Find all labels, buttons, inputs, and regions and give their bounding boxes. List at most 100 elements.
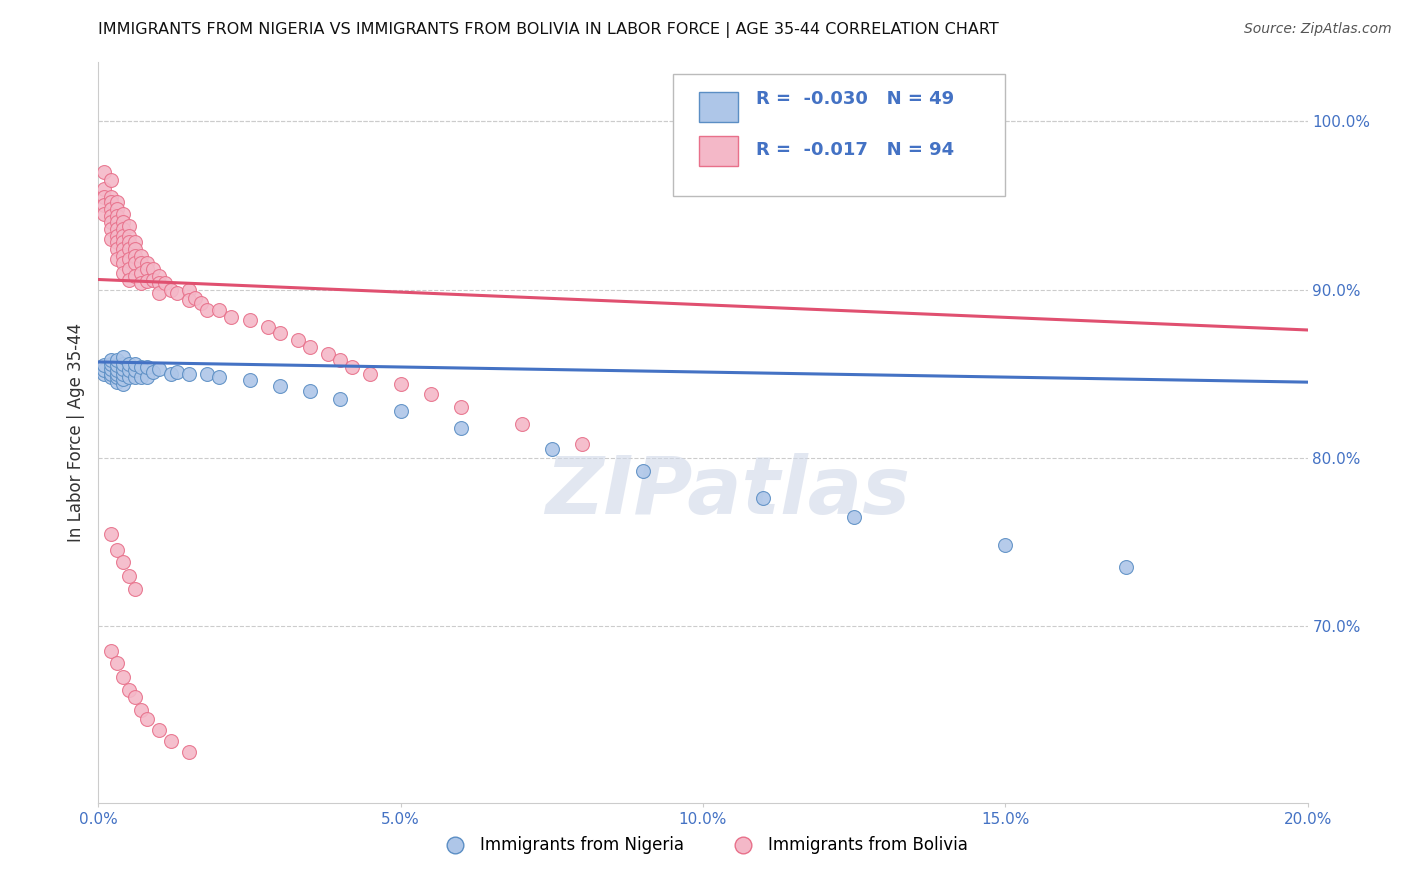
Point: [135, 262, 157, 277]
Point: [93, 165, 115, 179]
Point: [100, 353, 122, 368]
Point: [631, 464, 654, 478]
Point: [221, 310, 243, 324]
Point: [239, 313, 262, 327]
Point: [256, 319, 278, 334]
Point: [100, 357, 122, 371]
Point: [148, 361, 170, 376]
Point: [100, 526, 122, 541]
Point: [93, 190, 115, 204]
Text: Source: ZipAtlas.com: Source: ZipAtlas.com: [1244, 22, 1392, 37]
Point: [100, 370, 122, 384]
Point: [269, 378, 291, 392]
Text: R =  -0.030   N = 49: R = -0.030 N = 49: [756, 90, 955, 109]
Point: [124, 235, 146, 250]
Point: [100, 644, 122, 658]
Point: [118, 272, 141, 286]
Point: [100, 361, 122, 376]
Point: [118, 262, 141, 277]
Point: [111, 255, 134, 269]
Point: [450, 420, 472, 434]
Point: [111, 266, 134, 280]
Point: [129, 370, 152, 384]
Point: [111, 357, 134, 371]
Point: [329, 353, 352, 368]
Point: [844, 509, 866, 524]
Point: [93, 363, 115, 377]
Point: [105, 242, 128, 256]
Point: [179, 293, 201, 307]
Point: [118, 252, 141, 267]
Point: [93, 198, 115, 212]
Point: [142, 262, 165, 277]
Point: [142, 272, 165, 286]
Point: [111, 215, 134, 229]
Point: [129, 276, 152, 290]
Point: [105, 222, 128, 236]
Point: [111, 242, 134, 256]
Point: [105, 252, 128, 267]
Point: [100, 367, 122, 381]
Point: [135, 712, 157, 726]
Point: [105, 353, 128, 368]
FancyBboxPatch shape: [699, 136, 738, 166]
Point: [1115, 560, 1137, 574]
Point: [111, 249, 134, 263]
Point: [100, 232, 122, 246]
Point: [100, 190, 122, 204]
Point: [111, 361, 134, 376]
Point: [105, 370, 128, 384]
Point: [135, 274, 157, 288]
Point: [142, 365, 165, 379]
Point: [360, 367, 382, 381]
Point: [166, 285, 188, 300]
Point: [105, 215, 128, 229]
Point: [111, 376, 134, 391]
Point: [118, 242, 141, 256]
Point: [111, 367, 134, 381]
Point: [316, 346, 339, 360]
Point: [93, 367, 115, 381]
Point: [118, 228, 141, 243]
Point: [148, 269, 170, 284]
Point: [105, 656, 128, 670]
Point: [124, 363, 146, 377]
Point: [105, 202, 128, 216]
Point: [752, 491, 775, 506]
Point: [420, 387, 443, 401]
Point: [100, 209, 122, 223]
Point: [179, 283, 201, 297]
Point: [124, 370, 146, 384]
Point: [124, 255, 146, 269]
Point: [179, 367, 201, 381]
Point: [195, 367, 218, 381]
Point: [118, 370, 141, 384]
Point: [124, 357, 146, 371]
Legend: Immigrants from Nigeria, Immigrants from Bolivia: Immigrants from Nigeria, Immigrants from…: [432, 830, 974, 861]
Point: [124, 690, 146, 704]
Point: [190, 296, 212, 310]
Point: [93, 359, 115, 373]
Point: [153, 276, 176, 290]
Point: [208, 302, 231, 317]
Point: [389, 403, 412, 417]
Point: [195, 302, 218, 317]
Point: [148, 723, 170, 738]
Point: [540, 442, 562, 457]
Point: [111, 207, 134, 221]
Point: [111, 228, 134, 243]
FancyBboxPatch shape: [672, 73, 1005, 195]
Point: [329, 392, 352, 406]
Point: [160, 367, 183, 381]
Point: [160, 733, 183, 747]
Point: [118, 363, 141, 377]
Point: [111, 670, 134, 684]
Point: [299, 340, 322, 354]
Point: [118, 357, 141, 371]
Point: [124, 242, 146, 256]
Point: [100, 173, 122, 187]
Point: [179, 745, 201, 759]
Point: [129, 703, 152, 717]
Point: [100, 215, 122, 229]
Point: [111, 372, 134, 386]
